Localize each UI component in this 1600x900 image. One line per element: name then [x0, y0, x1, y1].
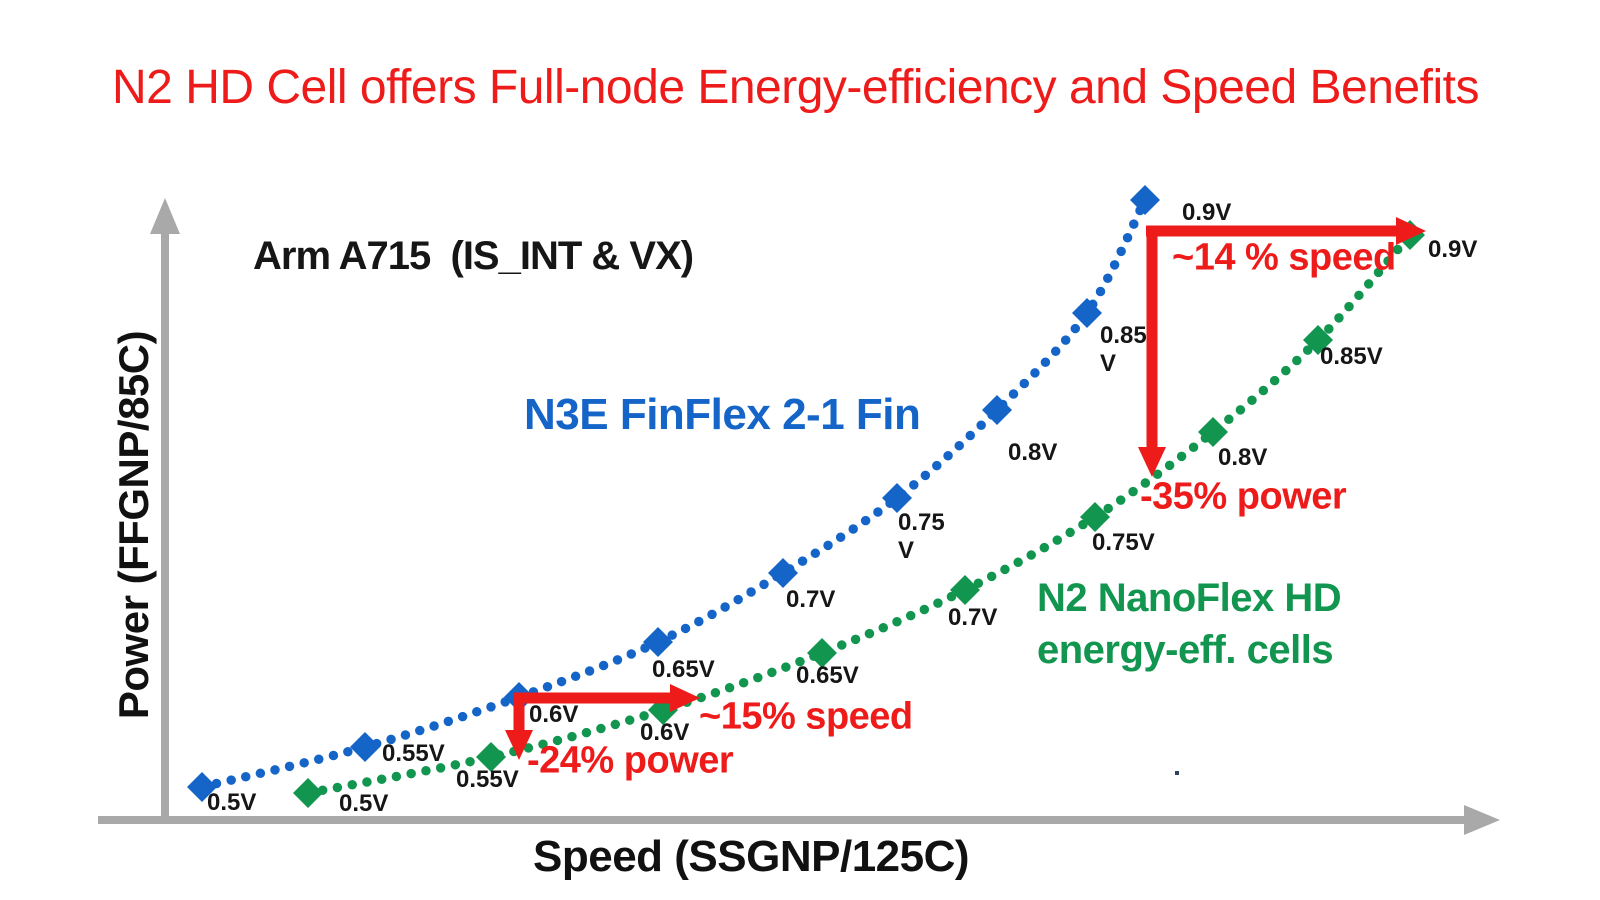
- x-axis-arrow-head: [1464, 805, 1500, 835]
- n3e-finflex-marker-0.85V: [1072, 298, 1102, 328]
- n2-nanoflex-voltage-label-0.8V: 0.8V: [1218, 444, 1267, 471]
- speed-gain-0v9-arrow-head: [1396, 217, 1426, 245]
- n3e-finflex-voltage-label-0.8V: 0.8V: [1008, 439, 1057, 466]
- n2-nanoflex-dotted-curve: [303, 230, 1415, 798]
- n2-nanoflex-voltage-label-0.6V: 0.6V: [640, 719, 689, 746]
- series-label-n2-line1: N2 NanoFlex HD: [1037, 576, 1342, 620]
- n3e-finflex-voltage-label-0.65V: 0.65V: [652, 656, 715, 683]
- n2-nanoflex-marker-0.5V: [293, 778, 323, 808]
- power-gain-0v9-text: -35% power: [1140, 475, 1347, 517]
- n2-nanoflex-voltage-label-0.5V: 0.5V: [339, 790, 388, 817]
- n2-nanoflex-voltage-label-0.55V: 0.55V: [456, 766, 519, 793]
- n2-nanoflex-voltage-label-0.7V: 0.7V: [948, 604, 997, 631]
- x-axis-label: Speed (SSGNP/125C): [533, 832, 970, 881]
- n2-nanoflex-marker-0.85V: [1303, 325, 1333, 355]
- series-label-n2-nanoflex: N2 NanoFlex HD energy-eff. cells: [1037, 572, 1342, 676]
- speed-gain-0v6-text: ~15% speed: [699, 695, 913, 737]
- benchmark-context-label: Arm A715 (IS_INT & VX): [253, 234, 694, 278]
- n3e-finflex-marker-0.55V: [350, 732, 380, 762]
- n3e-finflex-voltage-label-0.6V: 0.6V: [529, 701, 578, 728]
- n3e-finflex-marker-0.75V: [882, 483, 912, 513]
- n2-nanoflex-marker-0.75V: [1080, 502, 1110, 532]
- speed-gain-0v6-arrow-head: [670, 684, 700, 712]
- n3e-finflex-voltage-label-0.7V: 0.7V: [786, 586, 835, 613]
- n2-nanoflex-marker-0.65V: [807, 638, 837, 668]
- n2-nanoflex-voltage-label-0.75V: 0.75V: [1092, 529, 1155, 556]
- power-gain-0v6-text: -24% power: [527, 739, 734, 781]
- power-gain-0v9-arrow-head: [1138, 447, 1166, 477]
- n3e-finflex-marker-0.7V: [768, 558, 798, 588]
- n2-nanoflex-marker-0.55V: [476, 742, 506, 772]
- n3e-finflex-marker-0.9V: [1130, 185, 1160, 215]
- y-axis-arrow-head: [150, 198, 180, 234]
- stray-dot: [1175, 771, 1179, 775]
- y-axis-label: Power (FFGNP/85C): [110, 330, 157, 720]
- slide-title: N2 HD Cell offers Full-node Energy-effic…: [112, 61, 1479, 114]
- series-label-n3e-finflex: N3E FinFlex 2-1 Fin: [524, 390, 921, 439]
- n2-nanoflex-marker-0.7V: [950, 575, 980, 605]
- n3e-finflex-voltage-label-0.85V: 0.85 V: [1100, 322, 1147, 377]
- speed-gain-0v9-text: ~14 % speed: [1172, 236, 1396, 278]
- n2-nanoflex-voltage-label-0.85V: 0.85V: [1320, 343, 1383, 370]
- n3e-finflex-marker-0.65V: [643, 627, 673, 657]
- n2-nanoflex-voltage-label-0.9V: 0.9V: [1428, 236, 1477, 263]
- power-gain-0v6-arrow-head: [505, 730, 533, 760]
- n3e-finflex-voltage-label-0.55V: 0.55V: [382, 740, 445, 767]
- n3e-finflex-voltage-label-0.9V: 0.9V: [1182, 199, 1231, 226]
- n3e-finflex-voltage-label-0.75V: 0.75 V: [898, 509, 945, 564]
- n3e-finflex-voltage-label-0.5V: 0.5V: [207, 789, 256, 816]
- series-label-n2-line2: energy-eff. cells: [1037, 628, 1334, 672]
- n2-nanoflex-marker-0.8V: [1198, 417, 1228, 447]
- n3e-finflex-marker-0.8V: [982, 395, 1012, 425]
- n3e-finflex-marker-0.5V: [187, 772, 217, 802]
- n2-nanoflex-voltage-label-0.65V: 0.65V: [796, 662, 859, 689]
